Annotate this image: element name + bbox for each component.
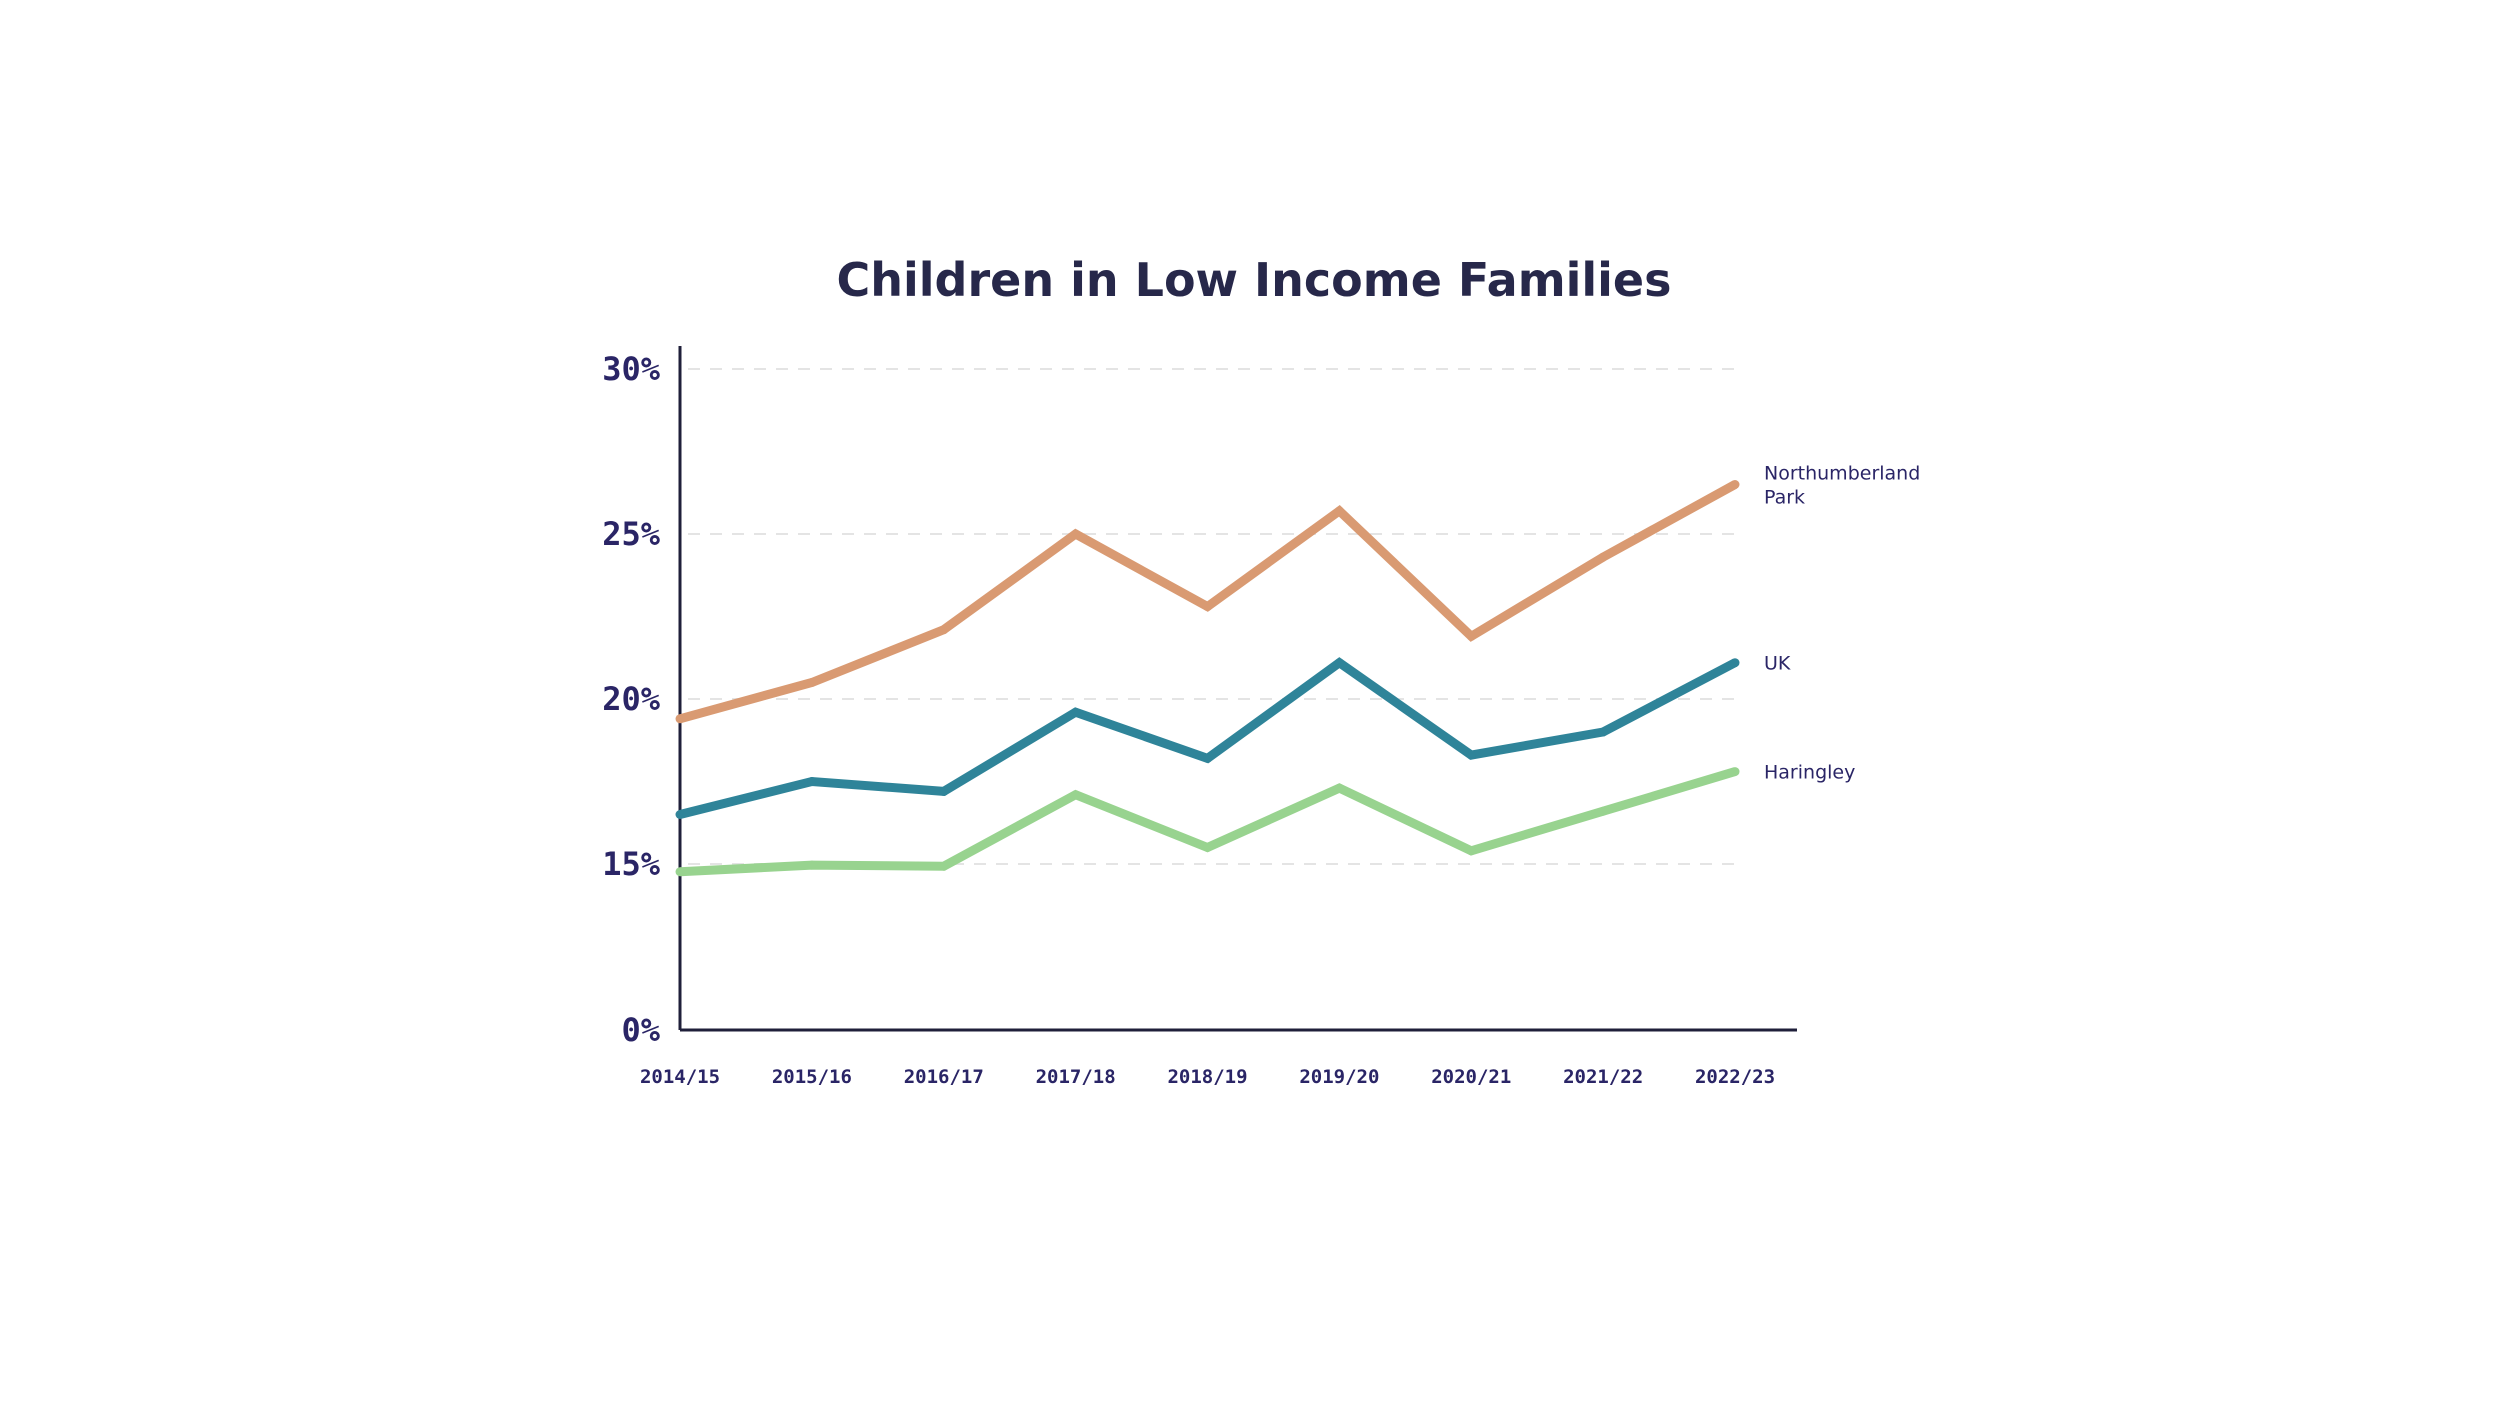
data-point-haringley [675,867,685,877]
data-point-uk [1071,707,1081,717]
x-tick-label: 2015/16 [772,1066,852,1088]
series-line-northumberland-park [678,480,1738,724]
y-tick-label: 0% [621,1011,660,1049]
grid-layer [688,368,1735,865]
x-tick-label: 2018/19 [1167,1066,1247,1088]
y-tick-label: 15% [602,845,661,883]
data-point-uk [1466,750,1476,760]
data-point-uk [939,786,949,796]
x-tick-label: 2017/18 [1036,1066,1116,1088]
data-point-northumberland-park [1203,602,1212,612]
legend-label-haringley: Haringley [1764,762,1855,784]
legend-labels: Northumberland Park UK Haringley [1764,463,1920,784]
x-axis-ticks: 2014/15 2015/16 2016/17 2017/18 2018/19 2019/… [640,1066,1775,1088]
data-point-northumberland-park [1071,529,1081,539]
data-point-haringley [1334,783,1344,793]
x-tick-label: 2016/17 [904,1066,984,1088]
y-tick-label: 20% [602,680,661,718]
x-tick-label: 2014/15 [640,1066,720,1088]
data-point-northumberland-park [1334,506,1344,516]
legend-label-line: Park [1764,487,1805,509]
data-point-haringley [807,860,817,870]
data-point-northumberland-park [1730,480,1740,489]
data-point-northumberland-park [675,714,685,724]
data-point-uk [1730,658,1740,668]
data-point-northumberland-park [939,625,949,635]
x-tick-label: 2022/23 [1695,1066,1775,1088]
x-tick-label: 2019/20 [1299,1066,1379,1088]
data-point-uk [807,777,817,786]
data-point-uk [1598,727,1608,737]
legend-label-line: UK [1764,653,1791,675]
x-tick-label: 2020/21 [1431,1066,1511,1088]
series-line-uk [678,657,1738,819]
axis-layer [678,346,1797,1032]
legend-label-line: Haringley [1764,762,1855,784]
data-point-haringley [1598,806,1608,816]
y-axis-ticks: 0% 15% 20% 25% 30% [602,350,661,1049]
data-point-northumberland-park [1598,552,1608,562]
data-point-uk [1203,753,1212,763]
data-point-northumberland-park [1466,631,1476,641]
data-point-northumberland-park [807,678,817,687]
data-point-haringley [939,861,949,871]
data-point-uk [675,810,685,819]
legend-label-line: Northumberland [1764,463,1920,485]
chart-title: Children in Low Income Families [836,253,1671,307]
y-tick-label: 30% [602,350,661,388]
data-point-haringley [1466,846,1476,856]
data-point-haringley [1730,767,1740,777]
legend-label-uk: UK [1764,653,1791,675]
series-layer [675,480,1740,877]
x-tick-label: 2021/22 [1563,1066,1643,1088]
data-point-haringley [1071,790,1081,800]
data-point-uk [1334,658,1344,668]
data-point-haringley [1203,843,1212,852]
legend-label-northumberland-park: Northumberland Park [1764,463,1920,509]
y-tick-label: 25% [602,515,661,553]
